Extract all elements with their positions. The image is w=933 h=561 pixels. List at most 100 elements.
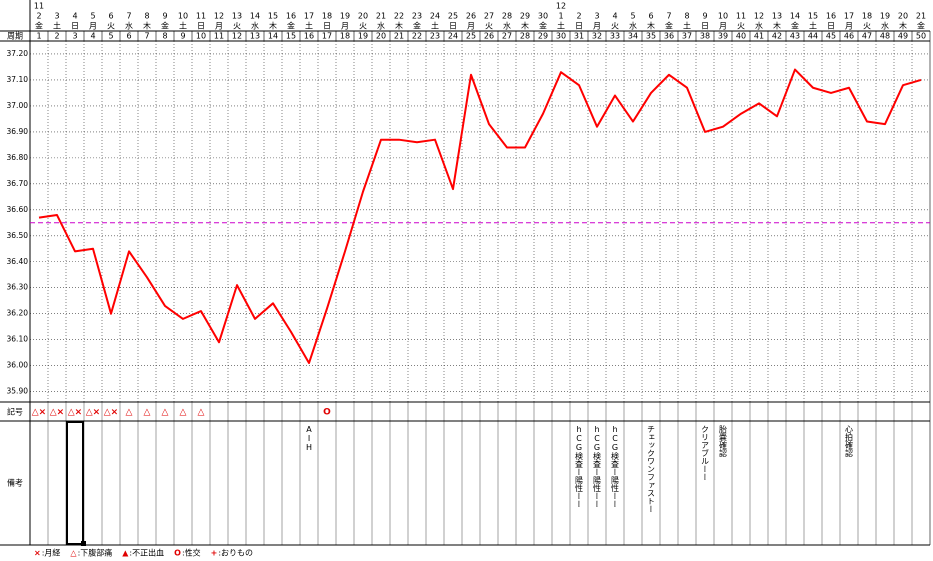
weekday-label: 月: [467, 22, 475, 31]
note-text: hCG検査ー陽性ーー: [575, 425, 584, 508]
cycle-day: 39: [718, 32, 728, 41]
weekday-label: 土: [179, 21, 187, 31]
cycle-label: 周期: [7, 32, 23, 41]
weekday-label: 火: [485, 22, 493, 31]
weekday-label: 火: [233, 22, 241, 31]
y-tick-label: 37.00: [7, 101, 29, 110]
record-symbol: O: [323, 408, 331, 418]
records-label: 記号: [7, 407, 23, 417]
weekday-label: 木: [395, 21, 403, 31]
cycle-day: 29: [538, 32, 548, 41]
cycle-day: 42: [772, 32, 782, 41]
legend-label: :月経: [42, 548, 61, 558]
note-text: 心拍確認: [845, 425, 854, 457]
day-label: 15: [808, 12, 818, 21]
legend-label: :不正出血: [129, 548, 164, 558]
cycle-day: 18: [340, 32, 350, 41]
record-symbol: △×: [68, 408, 82, 418]
cycle-day: 27: [502, 32, 512, 41]
weekday-label: 土: [305, 21, 313, 31]
cycle-day: 24: [448, 32, 458, 41]
weekday-label: 火: [107, 22, 115, 31]
day-label: 29: [520, 12, 530, 21]
cycle-day: 7: [144, 32, 149, 41]
weekday-label: 日: [575, 22, 583, 31]
weekday-label: 水: [503, 21, 511, 31]
day-label: 16: [826, 12, 836, 21]
record-symbol: △: [162, 408, 169, 418]
weekday-label: 水: [629, 21, 637, 31]
y-tick-label: 36.20: [7, 309, 29, 318]
day-label: 19: [340, 12, 350, 21]
day-label: 11: [736, 12, 746, 21]
weekday-label: 月: [215, 22, 223, 31]
y-tick-label: 37.10: [7, 75, 29, 84]
note-text: hCG検査ー陽性ーー: [593, 425, 602, 508]
record-symbol: △: [180, 408, 187, 418]
weekday-label: 金: [287, 21, 295, 31]
weekday-label: 火: [863, 22, 871, 31]
weekday-label: 金: [665, 21, 673, 31]
cycle-day: 45: [826, 32, 836, 41]
day-label: 8: [144, 12, 149, 21]
day-label: 27: [484, 12, 494, 21]
cycle-day: 43: [790, 32, 800, 41]
cycle-day: 48: [880, 32, 890, 41]
day-label: 21: [376, 12, 386, 21]
day-label: 5: [90, 12, 95, 21]
day-label: 8: [684, 12, 689, 21]
legend-label: :おりもの: [218, 549, 253, 558]
cycle-day: 11: [214, 32, 224, 41]
cycle-day: 1: [36, 32, 41, 41]
day-label: 26: [466, 12, 476, 21]
record-symbol: △: [144, 408, 151, 418]
day-label: 19: [880, 12, 890, 21]
weekday-label: 日: [71, 22, 79, 31]
weekday-label: 木: [143, 21, 151, 31]
weekday-label: 月: [845, 22, 853, 31]
weekday-label: 金: [917, 21, 925, 31]
y-tick-label: 36.00: [7, 361, 29, 370]
cycle-day: 33: [610, 32, 620, 41]
weekday-label: 金: [791, 21, 799, 31]
month-label: 11: [34, 2, 44, 11]
record-symbol: △: [126, 408, 133, 418]
cycle-day: 49: [898, 32, 908, 41]
cycle-day: 34: [628, 32, 638, 41]
day-label: 10: [178, 12, 188, 21]
weekday-label: 土: [809, 21, 817, 31]
cycle-day: 21: [394, 32, 404, 41]
note-text: AIH: [305, 425, 314, 452]
weekday-label: 火: [359, 22, 367, 31]
day-label: 18: [862, 12, 872, 21]
record-symbol: △×: [32, 408, 46, 418]
y-tick-label: 36.90: [7, 127, 29, 136]
cycle-day: 35: [646, 32, 656, 41]
weekday-label: 月: [593, 22, 601, 31]
legend-symbol: ▲: [122, 549, 129, 558]
cycle-day: 40: [736, 32, 746, 41]
y-tick-label: 36.30: [7, 283, 29, 292]
day-label: 20: [358, 12, 368, 21]
note-text: クリアブルーー: [701, 425, 710, 481]
cycle-day: 4: [90, 32, 95, 41]
note-text: 胎嚢確認: [719, 424, 728, 457]
weekday-label: 金: [539, 21, 547, 31]
weekday-label: 金: [413, 21, 421, 31]
weekday-label: 土: [557, 21, 565, 31]
day-label: 30: [538, 12, 548, 21]
weekday-label: 金: [161, 21, 169, 31]
day-label: 3: [594, 12, 599, 21]
y-tick-label: 36.10: [7, 335, 29, 344]
day-label: 3: [54, 12, 59, 21]
weekday-label: 火: [737, 22, 745, 31]
weekday-label: 木: [647, 21, 655, 31]
weekday-label: 水: [755, 21, 763, 31]
day-label: 16: [286, 12, 296, 21]
cycle-day: 10: [196, 32, 206, 41]
legend-label: :性交: [182, 548, 201, 558]
day-label: 24: [430, 12, 440, 21]
